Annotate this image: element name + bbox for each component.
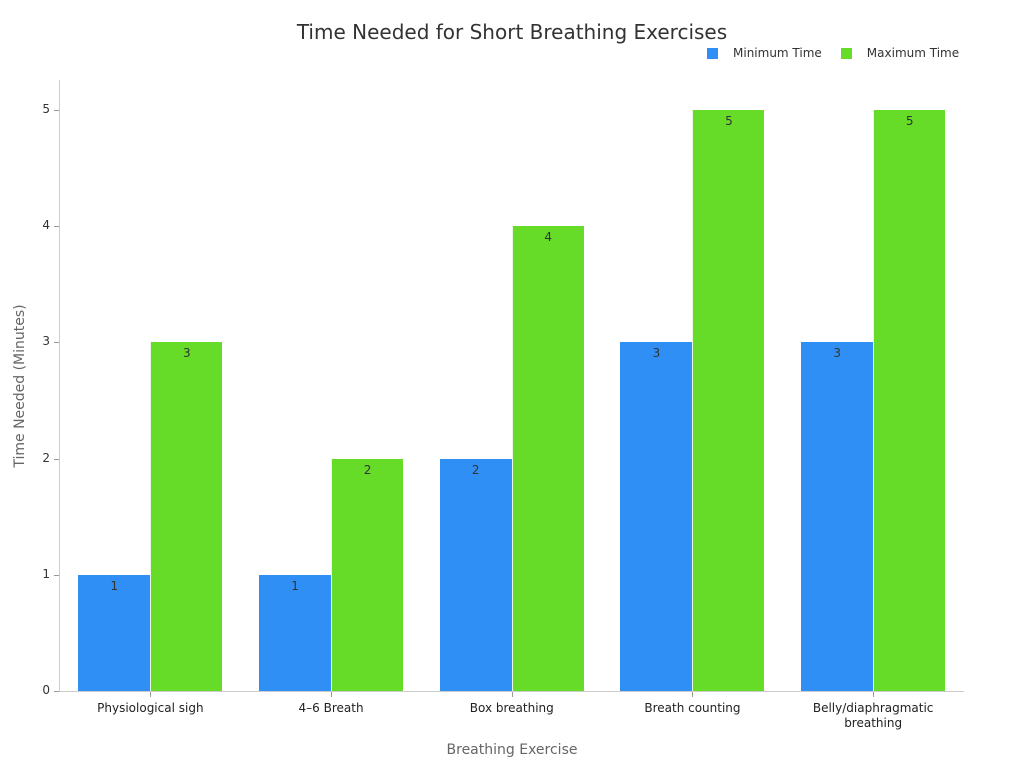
y-tick-label: 5 xyxy=(42,102,50,116)
y-tick-label: 3 xyxy=(42,334,50,349)
legend-label-maximum: Maximum Time xyxy=(866,46,960,60)
y-axis xyxy=(59,80,60,692)
bar-minimum[interactable]: 3 xyxy=(801,342,874,691)
legend: Minimum Time Maximum Time xyxy=(707,46,978,60)
x-tick-label: Belly/diaphragmatic breathing xyxy=(793,701,953,731)
bar-value-label: 1 xyxy=(291,578,299,593)
bar-value-label: 2 xyxy=(363,462,372,477)
bar-maximum[interactable]: 3 xyxy=(150,342,223,691)
x-tick-label-line: Box breathing xyxy=(469,701,554,715)
y-tick-label: 2 xyxy=(42,450,50,465)
y-tick-mark xyxy=(54,458,59,460)
bar-value-label: 2 xyxy=(471,462,480,477)
x-tick-mark xyxy=(692,692,693,697)
bar-value-label: 4 xyxy=(544,230,553,245)
x-tick-label-line: 4–6 Breath xyxy=(298,701,364,715)
bar-value-label: 3 xyxy=(833,346,841,361)
bar-minimum[interactable]: 1 xyxy=(259,574,332,691)
bar-value-label: 3 xyxy=(652,346,661,361)
legend-swatch-maximum xyxy=(840,47,852,59)
bar-maximum[interactable]: 5 xyxy=(873,110,946,691)
bar-minimum[interactable]: 3 xyxy=(620,342,693,691)
x-tick-mark xyxy=(512,692,513,697)
x-tick-label: Breath counting xyxy=(612,701,772,716)
bar-value-label: 5 xyxy=(725,114,733,128)
y-tick-mark xyxy=(54,574,59,576)
bar-maximum[interactable]: 2 xyxy=(331,458,404,691)
y-tick-mark xyxy=(54,110,59,111)
legend-swatch-minimum xyxy=(707,47,718,59)
y-tick-label: 4 xyxy=(42,218,50,233)
legend-label-minimum: Minimum Time xyxy=(733,46,822,60)
x-tick-label-line: Belly/diaphragmatic xyxy=(812,701,934,715)
y-tick-mark xyxy=(54,226,59,228)
x-tick-mark xyxy=(873,692,874,697)
chart-title: Time Needed for Short Breathing Exercise… xyxy=(296,20,728,44)
bar-minimum[interactable]: 2 xyxy=(439,458,512,691)
bar-value-label: 1 xyxy=(110,578,119,593)
bar-maximum[interactable]: 4 xyxy=(511,226,584,691)
x-tick-label-line: Breath counting xyxy=(644,701,741,715)
x-tick-label-line: breathing xyxy=(844,716,903,730)
x-tick-mark xyxy=(331,692,332,697)
bar-value-label: 3 xyxy=(183,346,191,361)
y-tick-mark xyxy=(54,691,59,692)
x-tick-label: Physiological sigh xyxy=(70,701,230,716)
bar-value-label: 5 xyxy=(905,114,914,128)
x-tick-label: 4–6 Breath xyxy=(251,701,411,716)
bar-maximum[interactable]: 5 xyxy=(692,110,765,691)
x-axis-title: Breathing Exercise xyxy=(446,742,578,758)
y-axis-title: Time Needed (Minutes) xyxy=(12,304,28,468)
legend-item-maximum[interactable]: Maximum Time xyxy=(840,46,960,60)
y-tick-mark xyxy=(54,342,59,344)
bar-minimum[interactable]: 1 xyxy=(78,574,151,691)
x-tick-label-line: Physiological sigh xyxy=(97,701,204,715)
y-tick-label: 1 xyxy=(42,566,50,581)
x-tick-label: Box breathing xyxy=(432,701,592,716)
x-tick-mark xyxy=(150,692,151,697)
x-axis xyxy=(59,691,964,692)
legend-item-minimum[interactable]: Minimum Time xyxy=(707,46,822,60)
y-tick-label: 0 xyxy=(42,683,50,697)
